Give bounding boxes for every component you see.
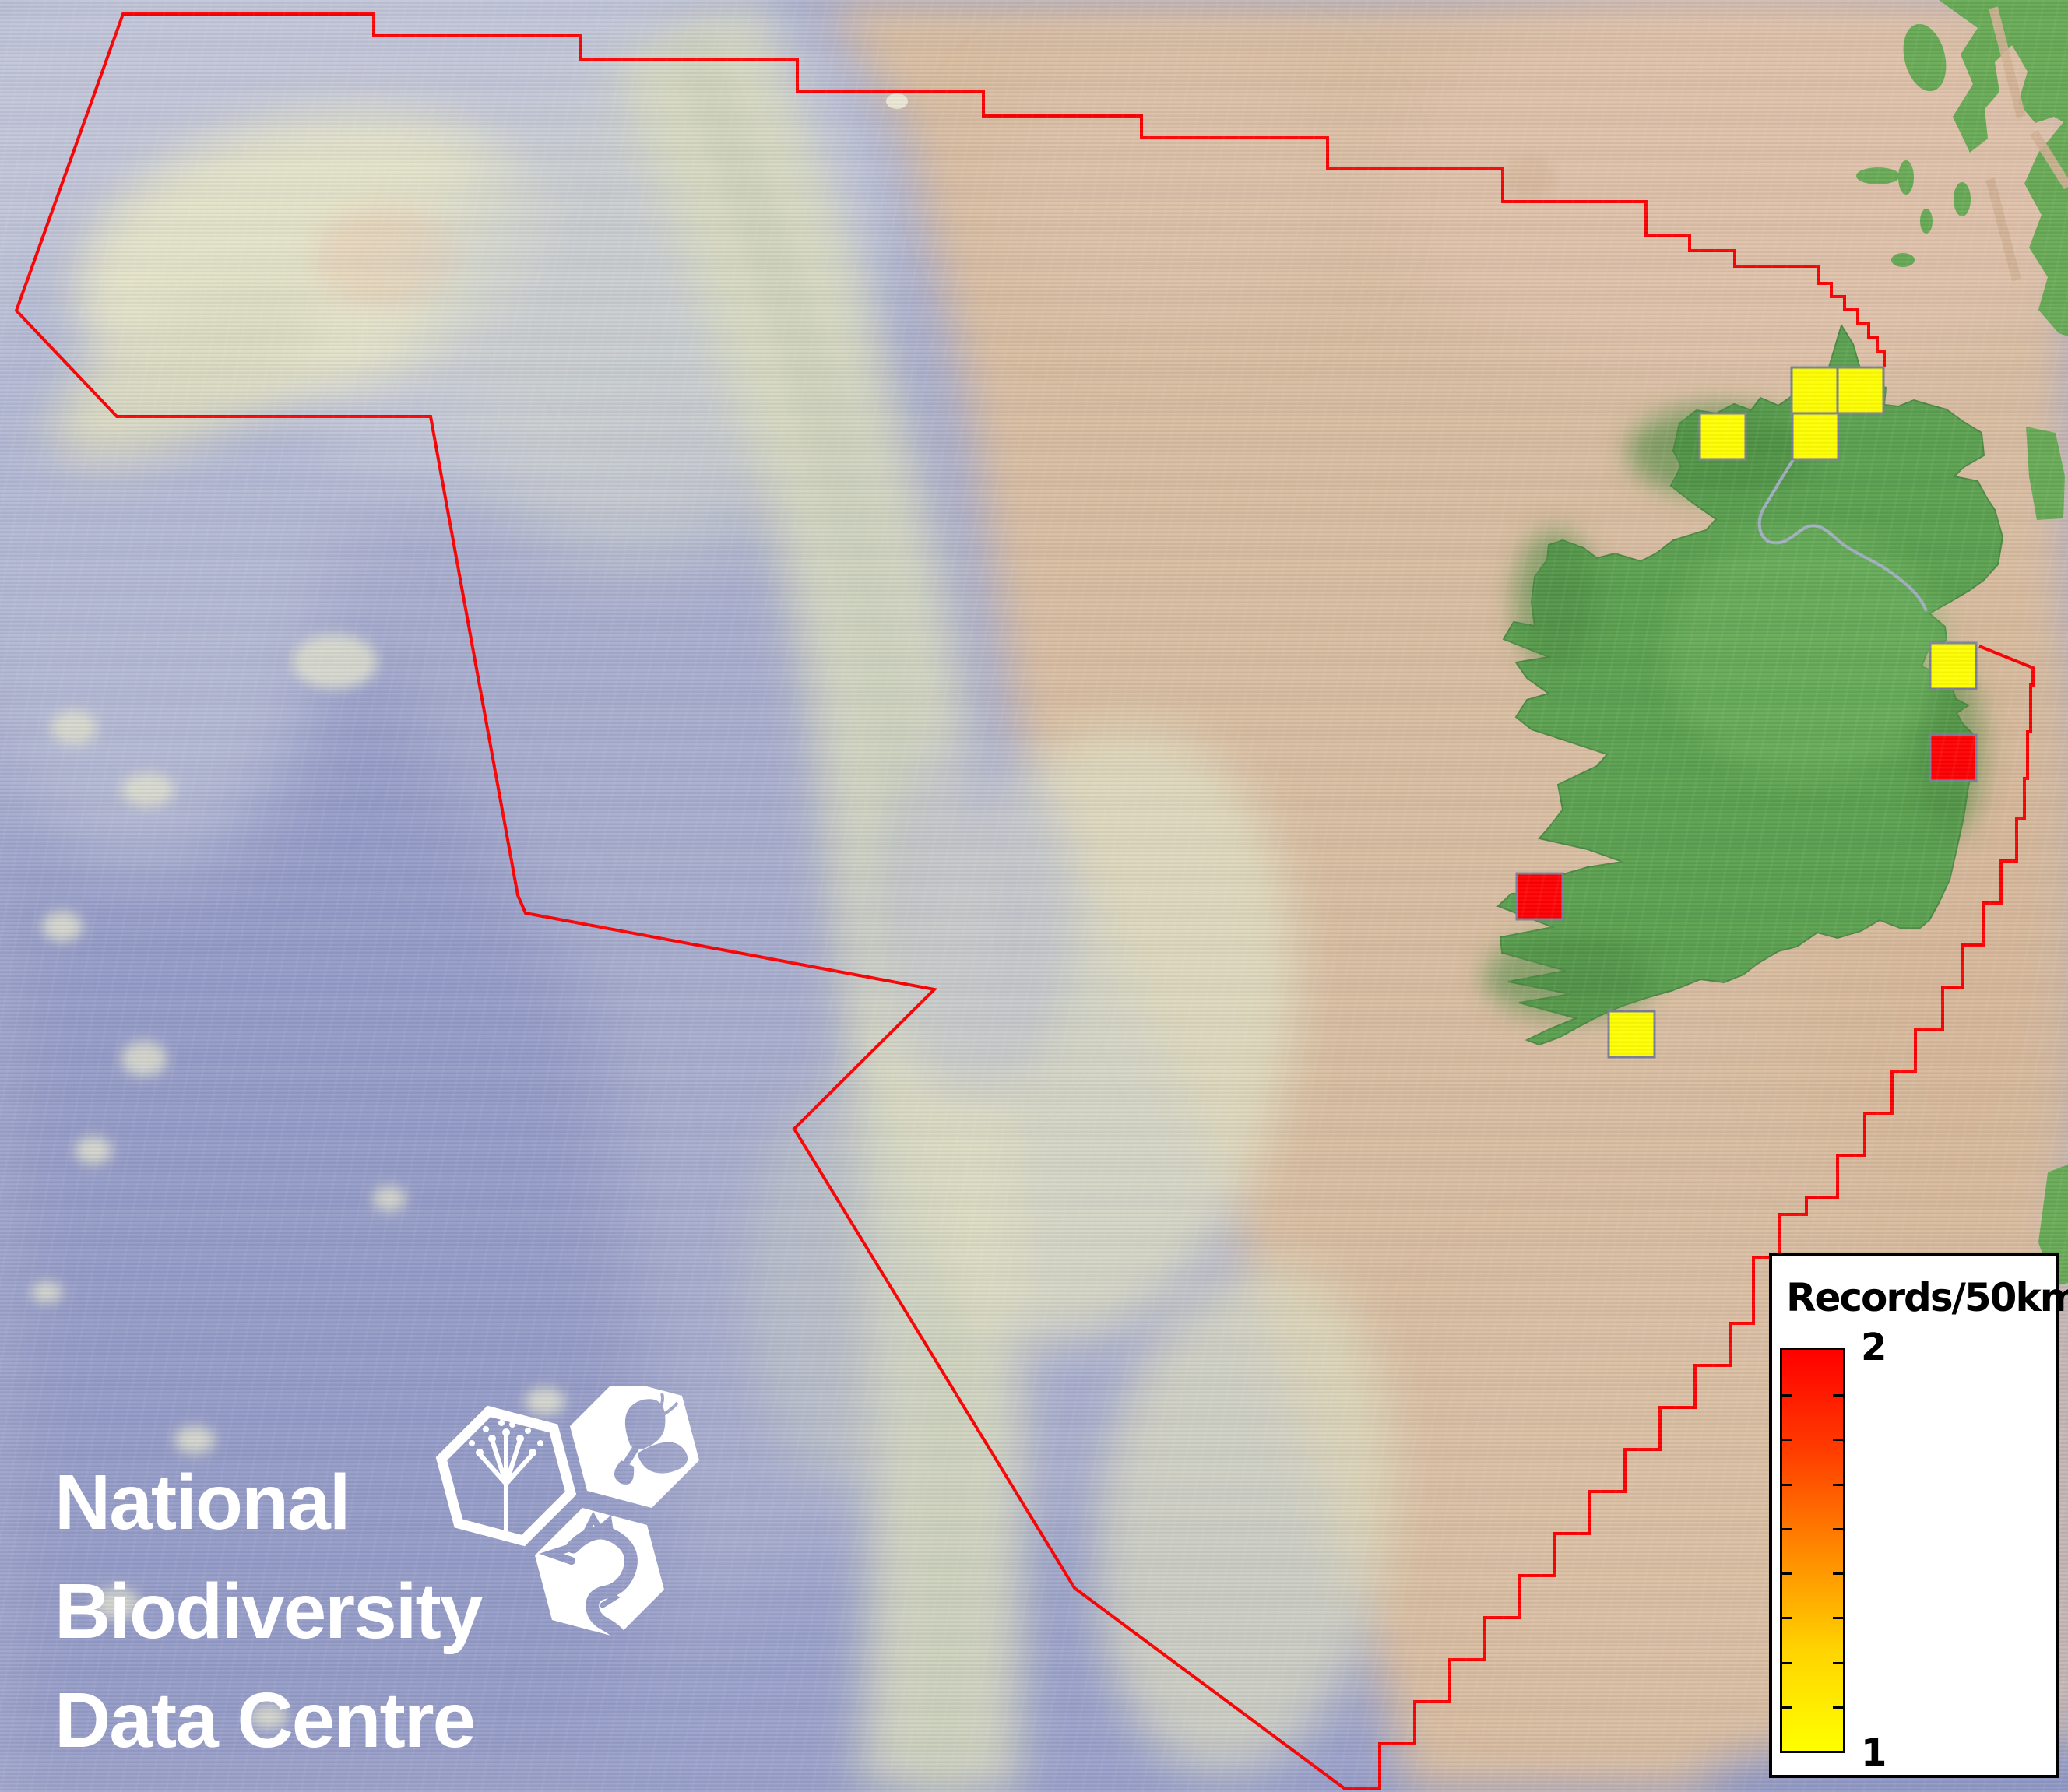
legend-tick <box>1782 1662 1792 1664</box>
ni-border-line <box>1757 441 1928 612</box>
legend-tick <box>1782 1439 1792 1441</box>
legend-tick <box>1782 1484 1792 1486</box>
logo-line-2: Biodiversity <box>55 1568 483 1655</box>
legend-title: Records/50km <box>1786 1275 2068 1320</box>
plant-sprig-icon <box>469 1420 543 1534</box>
legend-tick <box>1833 1528 1843 1530</box>
nbdc-logo-hexagons <box>435 1386 699 1637</box>
record-grid-cell <box>1929 733 1978 782</box>
logo-line-3: Data Centre <box>55 1677 476 1764</box>
record-grid-cell <box>1929 641 1978 690</box>
legend-tick <box>1833 1617 1843 1619</box>
legend-tick <box>1833 1394 1843 1397</box>
seamounts <box>31 634 565 1729</box>
record-grid-squares <box>1515 366 1978 1059</box>
logo-line-1: National <box>55 1459 350 1546</box>
legend-box: Records/50km 2 1 <box>1769 1253 2068 1778</box>
record-grid-cell <box>1698 412 1747 461</box>
scotland-landmass <box>1856 0 2068 1286</box>
legend-tick <box>1833 1439 1843 1441</box>
legend-tick <box>1782 1394 1792 1397</box>
record-grid-cell <box>1836 366 1885 415</box>
legend-tick <box>1782 1572 1792 1575</box>
eez-boundary-line <box>14 12 2035 1790</box>
nbdc-logo: National Biodiversity Data Centre Docume… <box>55 1386 699 1792</box>
legend-tick <box>1833 1662 1843 1664</box>
logo-tagline: Documenting Ireland's Wildlife <box>55 1789 564 1792</box>
legend-tick <box>1833 1706 1843 1709</box>
record-grid-cell <box>1515 872 1564 921</box>
record-grid-cell <box>1791 412 1840 461</box>
record-grid-cell <box>1790 366 1839 415</box>
ireland-landmass <box>1483 323 2004 1046</box>
legend-tick <box>1833 1572 1843 1575</box>
record-grid-cell <box>1607 1010 1656 1059</box>
legend-tick <box>1782 1528 1792 1530</box>
legend-tick <box>1782 1617 1792 1619</box>
legend-color-ramp <box>1780 1348 1845 1753</box>
legend-max-label: 2 <box>1861 1326 1887 1369</box>
legend-tick <box>1782 1706 1792 1709</box>
legend-min-label: 1 <box>1861 1731 1887 1775</box>
legend-tick <box>1833 1484 1843 1486</box>
